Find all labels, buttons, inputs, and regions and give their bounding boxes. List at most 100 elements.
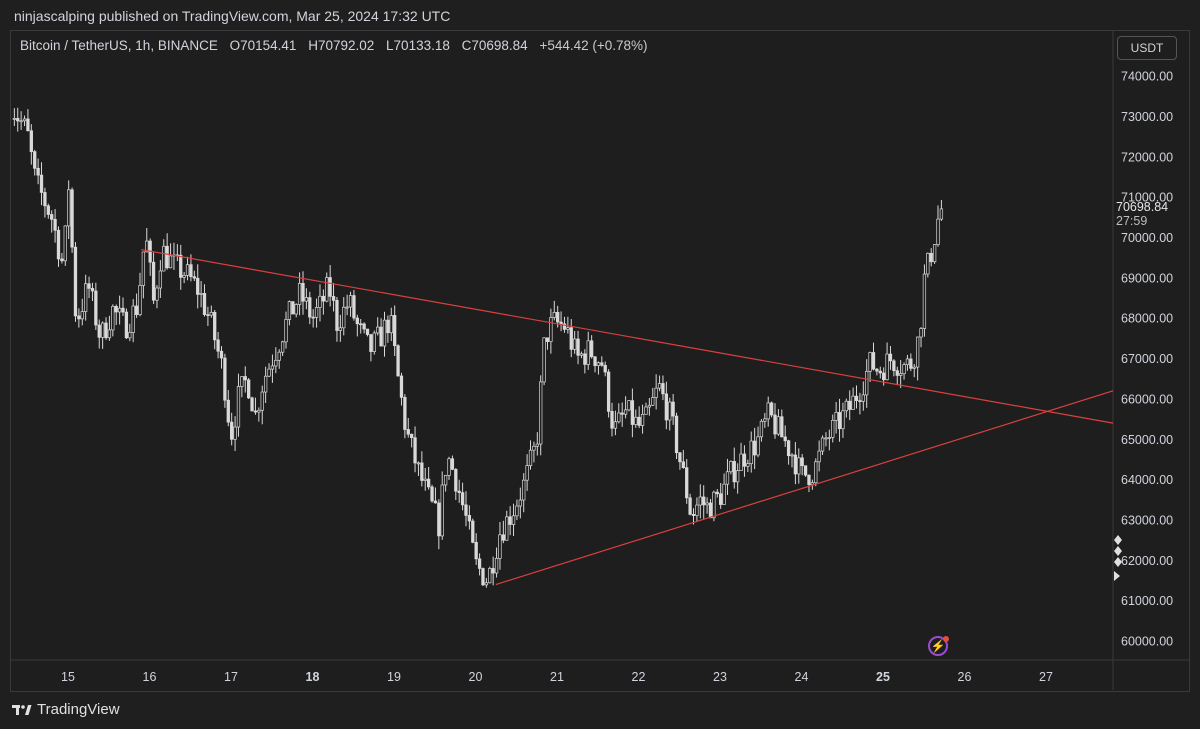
- x-axis[interactable]: 15 16 17 18 19 20 21 22 23 24 25 26 27: [61, 670, 1053, 684]
- candle-body: [749, 440, 753, 465]
- candle-body: [56, 229, 61, 260]
- candle-body: [22, 118, 27, 122]
- candle-body: [606, 371, 611, 412]
- candle-body: [128, 332, 132, 339]
- candle-body: [16, 118, 20, 122]
- candle-body: [185, 264, 190, 276]
- alert-marker-icon[interactable]: [1114, 557, 1122, 567]
- y-tick-label: 62000.00: [1121, 554, 1173, 568]
- candle-body: [661, 383, 665, 395]
- low-value: 70133.18: [393, 38, 450, 53]
- candle-body: [494, 558, 499, 574]
- candle-body: [732, 461, 736, 483]
- candle-body: [695, 504, 699, 516]
- candle-body: [233, 426, 237, 440]
- trendline-upper[interactable]: [141, 249, 1114, 424]
- candle-body: [868, 352, 872, 372]
- candle-body: [742, 453, 747, 467]
- candle-body: [549, 317, 553, 342]
- candle-body: [746, 463, 750, 467]
- candle-body: [834, 412, 838, 421]
- candle-body: [600, 362, 604, 366]
- candle-body: [202, 293, 207, 315]
- candle-body: [399, 375, 404, 398]
- x-tick-label: 24: [795, 670, 809, 684]
- open-label: O: [229, 38, 241, 53]
- candle-body: [80, 311, 84, 320]
- candle-body: [865, 370, 869, 396]
- candle-body: [769, 402, 774, 416]
- candle-body: [739, 453, 743, 472]
- change-value: +544.42 (+0.78%): [539, 38, 648, 53]
- candle-body: [651, 397, 655, 406]
- alert-marker-icon[interactable]: [1114, 571, 1120, 581]
- candle-body: [359, 323, 363, 326]
- footer[interactable]: TradingView: [12, 701, 120, 718]
- candle-body: [593, 356, 597, 366]
- candle-body: [759, 420, 764, 438]
- candle-body: [240, 376, 244, 387]
- candle-body: [250, 397, 254, 412]
- candle-body: [382, 319, 387, 347]
- candle-body: [389, 315, 393, 334]
- candle-body: [36, 167, 40, 176]
- chart-frame: [10, 30, 1190, 692]
- candle-body: [617, 412, 621, 423]
- candle-body: [216, 339, 220, 352]
- candle-body: [26, 118, 30, 132]
- candle-body: [117, 307, 122, 313]
- candle-body: [257, 409, 261, 413]
- candle-body: [630, 400, 635, 425]
- alert-marker-icon[interactable]: [1114, 546, 1122, 556]
- candle-body: [335, 300, 339, 331]
- candle-body: [909, 358, 913, 369]
- candle-body: [790, 454, 794, 457]
- candle-body: [895, 370, 899, 376]
- candle-body: [725, 471, 730, 485]
- candle-body: [610, 411, 614, 429]
- candle-body: [932, 244, 937, 263]
- candle-body: [691, 513, 696, 516]
- candle-body: [681, 461, 685, 468]
- candle-body: [882, 372, 886, 381]
- candle-body: [145, 240, 149, 253]
- candle-body: [420, 462, 424, 481]
- candle-body: [634, 416, 638, 425]
- candle-body: [291, 301, 295, 315]
- y-tick-label: 61000.00: [1121, 594, 1173, 608]
- candle-body: [542, 337, 546, 383]
- candles: [12, 107, 944, 588]
- candle-body: [53, 218, 57, 231]
- y-tick-label: 65000.00: [1121, 433, 1173, 447]
- candle-body: [226, 399, 230, 423]
- candle-body: [471, 520, 475, 543]
- candle-body: [756, 436, 760, 456]
- trendlines[interactable]: [141, 249, 1114, 586]
- candle-body: [426, 478, 431, 488]
- candle-body: [33, 151, 37, 169]
- candle-body: [403, 397, 407, 430]
- lightning-icon[interactable]: ⚡: [928, 636, 948, 656]
- candle-body: [712, 491, 716, 519]
- candle-body: [454, 469, 458, 492]
- candle-body: [627, 400, 631, 411]
- y-tick-label: 63000.00: [1121, 513, 1173, 527]
- candle-body: [858, 400, 862, 402]
- candle-body: [433, 500, 438, 504]
- y-axis[interactable]: 60000.00 61000.00 62000.00 63000.00 64000.00…: [1114, 70, 1173, 649]
- candle-body: [722, 483, 726, 505]
- candle-body: [352, 295, 356, 319]
- candle-body: [277, 351, 281, 361]
- candle-body: [457, 490, 461, 493]
- currency-button[interactable]: USDT: [1117, 36, 1177, 60]
- candle-body: [464, 504, 468, 516]
- candle-body: [905, 358, 910, 365]
- alert-marker-icon[interactable]: [1114, 535, 1122, 545]
- candle-body: [189, 264, 193, 278]
- trendline-lower[interactable]: [495, 390, 1114, 586]
- candle-body: [477, 558, 482, 569]
- publisher-line: ninjascalping published on TradingView.c…: [14, 8, 451, 24]
- candle-body: [369, 334, 373, 352]
- candle-body: [603, 364, 607, 373]
